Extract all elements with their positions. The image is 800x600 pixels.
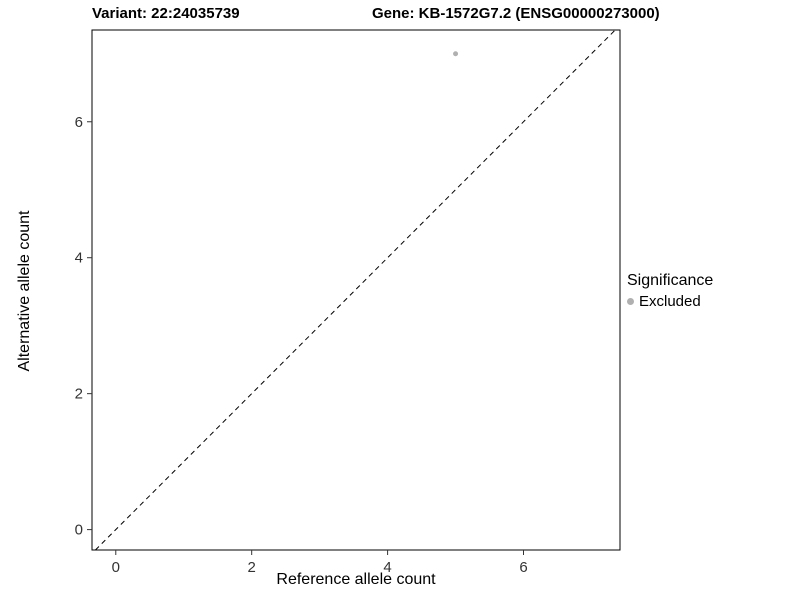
svg-text:2: 2: [75, 386, 83, 403]
svg-text:0: 0: [75, 522, 83, 539]
legend-item-label: Excluded: [639, 293, 701, 310]
y-axis-label: Alternative allele count: [16, 210, 33, 372]
svg-text:6: 6: [519, 559, 527, 576]
legend-item-excluded: Excluded: [627, 293, 713, 310]
legend: Significance Excluded: [627, 272, 713, 310]
legend-point-icon: [627, 298, 634, 305]
svg-text:0: 0: [112, 559, 120, 576]
legend-title: Significance: [627, 272, 714, 289]
svg-text:4: 4: [383, 559, 391, 576]
plot-title-gene: Gene: KB-1572G7.2 (ENSG00000273000): [372, 5, 660, 22]
svg-text:4: 4: [75, 250, 83, 267]
x-axis-label: Reference allele count: [276, 571, 436, 588]
plot-title-variant: Variant: 22:24035739: [92, 5, 240, 22]
svg-text:6: 6: [75, 114, 83, 131]
svg-text:2: 2: [248, 559, 256, 576]
